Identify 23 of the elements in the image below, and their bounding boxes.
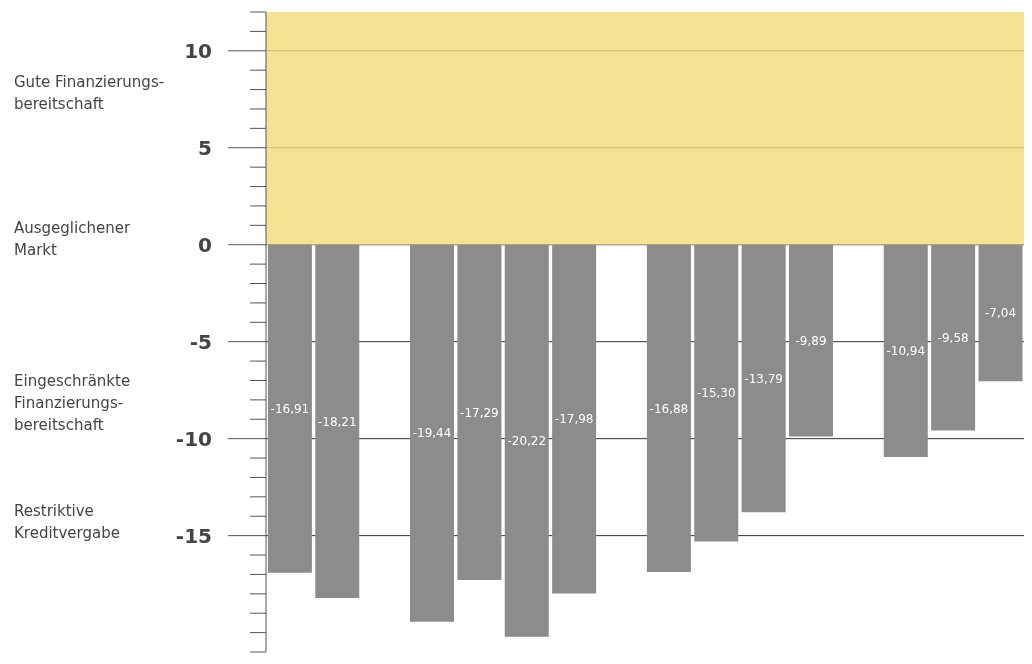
y-tick-label: 5: [198, 135, 212, 160]
data-label: -9,89: [795, 333, 827, 348]
data-label: -17,29: [460, 405, 499, 420]
y-tick-label: -10: [175, 426, 212, 451]
data-label: -16,88: [649, 401, 689, 416]
data-label: -7,04: [984, 306, 1017, 321]
data-label: -9,58: [937, 330, 969, 345]
data-label: -10,94: [886, 344, 926, 359]
data-label: -19,44: [412, 426, 452, 441]
text: Ausgeglichener Markt: [14, 217, 132, 261]
data-label: -17,98: [554, 412, 594, 427]
text: Eingeschränkte Finanzierungs- bereitschaft: [14, 371, 132, 437]
y-tick-label: 10: [184, 38, 212, 63]
data-label: -16,91: [270, 401, 310, 416]
data-label: -13,79: [744, 371, 783, 386]
data-label: -15,30: [696, 386, 736, 401]
text: Gute Finanzierungs- bereitschaft: [14, 72, 166, 116]
data-label: -20,22: [507, 434, 547, 449]
text: Restriktive Kreditvergabe: [14, 501, 121, 545]
y-tick-label: 0: [198, 232, 212, 257]
y-tick-label: -5: [189, 329, 212, 354]
data-label: -18,21: [317, 414, 357, 429]
y-tick-label: -15: [175, 523, 212, 548]
